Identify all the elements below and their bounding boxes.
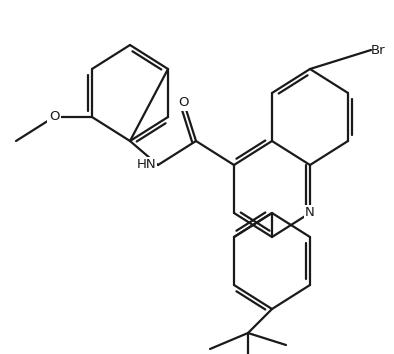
Text: O: O bbox=[49, 110, 59, 124]
Text: N: N bbox=[305, 206, 315, 219]
Text: HN: HN bbox=[136, 159, 156, 171]
Text: Br: Br bbox=[371, 44, 386, 57]
Text: O: O bbox=[179, 97, 189, 109]
